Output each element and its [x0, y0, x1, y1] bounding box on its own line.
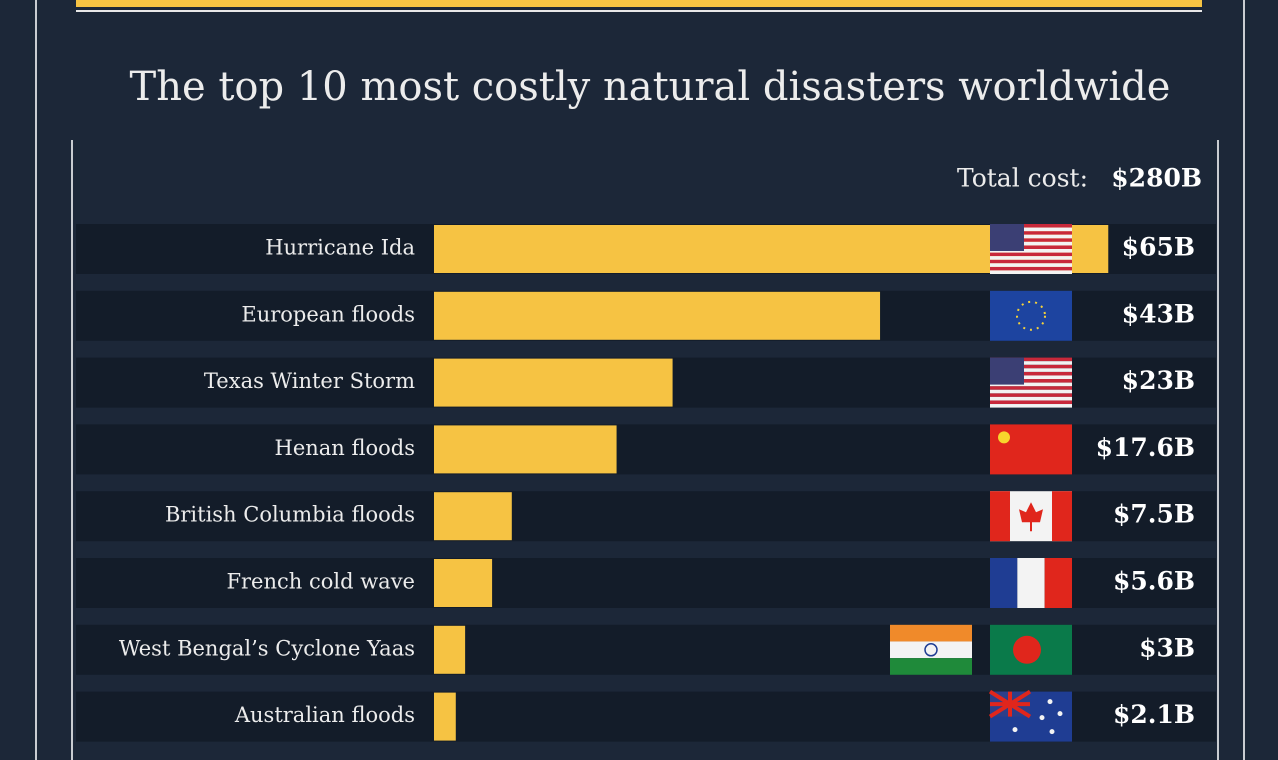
bar — [434, 291, 881, 340]
category-label: Australian floods — [234, 703, 415, 727]
flag-part — [990, 224, 1024, 251]
flag-part — [1057, 711, 1063, 717]
value-label: $3B — [1139, 633, 1195, 662]
flag — [990, 290, 1072, 341]
flag-part — [990, 389, 1072, 394]
flag-part — [990, 371, 1072, 376]
flag-part — [990, 375, 1072, 380]
category-label: Hurricane Ida — [265, 236, 415, 260]
flag — [990, 357, 1072, 408]
flag-part — [990, 249, 1072, 253]
flag — [990, 424, 1072, 475]
flag-part — [990, 259, 1072, 264]
flag-part — [990, 266, 1072, 271]
flag-part — [890, 641, 972, 659]
flag-part — [990, 396, 1072, 401]
category-label: Henan floods — [275, 436, 416, 460]
flag-part — [924, 643, 938, 657]
flag — [990, 624, 1072, 675]
bar — [434, 492, 512, 541]
flag-part — [990, 238, 1072, 242]
flag-part — [990, 361, 1072, 365]
flag — [990, 558, 1072, 608]
flag-part — [1049, 729, 1055, 735]
flag-part — [1012, 727, 1018, 733]
flag-part — [990, 386, 1072, 390]
category-label: British Columbia floods — [165, 503, 415, 527]
flag-part — [890, 624, 972, 642]
rows: Hurricane Ida $65B European floods $43B Texa… — [76, 224, 1216, 742]
flag-part — [990, 252, 1072, 257]
flag-part — [1047, 699, 1053, 705]
flag-part — [990, 364, 1072, 369]
flag-part — [990, 404, 1072, 408]
flag-part — [990, 241, 1072, 246]
flag-part — [1017, 558, 1045, 608]
category-label: West Bengal’s Cyclone Yaas — [119, 636, 415, 660]
flag-part — [990, 558, 1018, 608]
value-label: $43B — [1122, 299, 1195, 328]
flag-part — [990, 357, 1072, 362]
total-label: Total cost: — [957, 164, 1088, 193]
flag-part — [990, 270, 1072, 274]
flag-part — [990, 263, 1072, 267]
bar — [434, 625, 466, 674]
flag-part — [1052, 491, 1072, 542]
flag-part — [990, 224, 1072, 228]
category-label: French cold wave — [226, 570, 415, 594]
flag — [990, 491, 1072, 542]
flag-part — [990, 234, 1072, 239]
flag-part — [990, 357, 1024, 385]
flag-part — [990, 245, 1072, 249]
flag — [990, 224, 1072, 274]
value-label: $23B — [1122, 366, 1195, 395]
category-label: European floods — [241, 302, 415, 326]
flag-part — [990, 290, 1072, 341]
flag-part — [990, 227, 1072, 232]
flag-part — [1016, 300, 1046, 331]
flag-part — [988, 689, 1032, 719]
value-label: $2.1B — [1113, 700, 1195, 729]
bar — [434, 358, 673, 407]
top-bar — [76, 0, 1202, 7]
bar — [434, 559, 493, 607]
flag-part — [990, 231, 1072, 235]
flag-part — [990, 256, 1072, 260]
flag-part — [1013, 635, 1041, 664]
flag-part — [990, 491, 1010, 542]
flag-part — [890, 658, 972, 675]
flag-part — [998, 431, 1010, 444]
bar — [434, 425, 617, 474]
flag-part — [990, 382, 1072, 387]
flag — [988, 689, 1072, 742]
flag — [890, 624, 972, 675]
flag-part — [1019, 502, 1043, 532]
value-label: $17.6B — [1096, 433, 1195, 462]
flag-part — [1044, 558, 1072, 608]
bar — [434, 692, 456, 741]
value-label: $5.6B — [1113, 567, 1195, 596]
value-label: $7.5B — [1113, 500, 1195, 529]
flag-part — [990, 368, 1072, 372]
chart-title: The top 10 most costly natural disasters… — [130, 64, 1171, 110]
flag-part — [990, 393, 1072, 397]
flag-part — [1039, 715, 1045, 721]
value-label: $65B — [1122, 233, 1195, 262]
flag-part — [990, 379, 1072, 383]
total-value: $280B — [1111, 164, 1202, 193]
flag-part — [990, 400, 1072, 405]
category-label: Texas Winter Storm — [204, 369, 415, 393]
